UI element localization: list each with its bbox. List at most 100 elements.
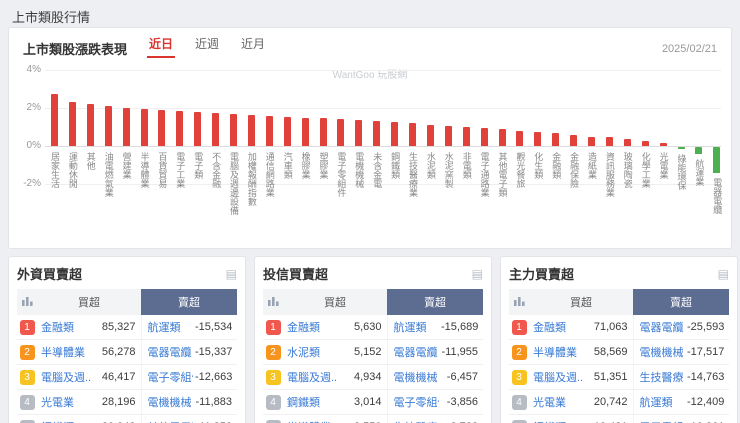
buy-sector-link[interactable]: 電腦及週.. (529, 364, 587, 390)
sector-bar[interactable] (373, 121, 381, 146)
sell-sector-link[interactable]: 電子零組件 (632, 414, 685, 423)
sector-bar[interactable] (283, 116, 291, 146)
sell-value: -11,955 (439, 339, 483, 365)
sector-bar[interactable] (247, 114, 255, 146)
sector-bar[interactable] (355, 120, 363, 146)
sell-value: -6,457 (439, 364, 483, 390)
buy-sector-link[interactable]: 半導體業 (529, 339, 587, 365)
sector-bar[interactable] (212, 112, 220, 146)
sector-bar[interactable] (516, 130, 524, 146)
sector-performance-chart: WantGoo 玩股網 4% 2% 0% -2% 居家生活 運動休閒 其他 油電燃氣業 營建業半… (15, 62, 725, 246)
sector-bar[interactable] (534, 131, 542, 146)
buy-sector-link[interactable]: 金融類 (529, 315, 587, 340)
sector-bar[interactable] (140, 108, 148, 146)
detail-icon[interactable]: ▤ (225, 266, 237, 281)
sector-bar[interactable] (391, 122, 399, 146)
buy-sector-link[interactable]: 鋼鐵類 (37, 414, 95, 423)
sell-sector-link[interactable]: 電器電纜 (140, 339, 193, 365)
table-row: 2 半導體業 58,569 電機機械 -17,517 (509, 339, 729, 365)
card-header: 上市類股漲跌表現 近日 近週 近月 2025/02/21 (9, 28, 731, 58)
detail-icon[interactable]: ▤ (471, 266, 483, 281)
rank-badge: 3 (17, 364, 37, 390)
sector-bar[interactable] (588, 136, 595, 146)
sell-sector-link[interactable]: 航運類 (632, 389, 685, 415)
buy-value: 71,063 (587, 315, 633, 340)
buy-sector-link[interactable]: 金融類 (283, 315, 341, 340)
sector-bar[interactable] (498, 128, 506, 146)
buy-sector-link[interactable]: 半導體業 (37, 339, 95, 365)
sector-bar[interactable] (641, 141, 649, 146)
sector-bar[interactable] (176, 110, 184, 146)
category-label: 橡膠業 (300, 152, 311, 179)
sector-bar[interactable] (462, 127, 470, 146)
sector-bar[interactable] (570, 134, 578, 146)
sector-bar[interactable] (552, 132, 560, 146)
sector-bar[interactable] (122, 108, 130, 146)
sell-sector-link[interactable]: 電機機械 (140, 389, 193, 415)
sector-bar[interactable] (695, 147, 703, 154)
sector-bar[interactable] (426, 125, 434, 146)
panel-title: 外資買賣超 (17, 267, 83, 282)
sell-sector-link[interactable]: 電器電纜 (632, 315, 685, 340)
sell-sector-link[interactable]: 電子零組件 (140, 364, 193, 390)
buy-sector-link[interactable]: 鋼鐵類 (283, 389, 341, 415)
sell-sector-link[interactable]: 電機機械 (632, 339, 685, 365)
category-label: 非電類 (461, 152, 472, 179)
sector-bar[interactable] (409, 123, 416, 146)
rank-badge: 2 (509, 339, 529, 365)
buy-sector-link[interactable]: 電腦及週.. (37, 364, 95, 390)
sector-bar[interactable] (51, 93, 58, 146)
sell-column-header: 賣超 (387, 289, 483, 315)
watermark: WantGoo 玩股網 (332, 70, 408, 81)
buy-sector-link[interactable]: 電腦及週.. (283, 364, 341, 390)
sector-bar[interactable] (68, 102, 76, 146)
sell-sector-link[interactable]: 航運類 (386, 315, 439, 340)
sell-value: -14,763 (685, 364, 729, 390)
sector-bar[interactable] (677, 147, 685, 149)
sell-sector-link[interactable]: 電機機械 (386, 364, 439, 390)
tab-recent-month[interactable]: 近月 (241, 37, 266, 51)
sell-sector-link[interactable]: 電器電纜 (386, 339, 439, 365)
sector-bar[interactable] (319, 118, 327, 146)
sell-sector-link[interactable]: 生技醫療 (386, 414, 439, 423)
sell-sector-link[interactable]: 生技醫療 (632, 364, 685, 390)
detail-icon[interactable]: ▤ (717, 266, 729, 281)
buy-sector-link[interactable]: 光電業 (529, 389, 587, 415)
sector-bar[interactable] (605, 137, 613, 146)
category-label: 半導體業 (139, 152, 150, 188)
sell-column-header: 賣超 (141, 289, 237, 315)
sector-bar[interactable] (659, 143, 667, 146)
category-label: 電子零組件 (336, 152, 347, 197)
tab-recent-week[interactable]: 近週 (195, 37, 220, 51)
table-row: 2 水泥類 5,152 電器電纜 -11,955 (263, 339, 483, 365)
table-row: 1 金融類 71,063 電器電纜 -25,593 (509, 315, 729, 340)
buy-sector-link[interactable]: 鋼鐵類 (529, 414, 587, 423)
category-label: 電器電纜 (712, 177, 723, 214)
sector-bar[interactable] (194, 111, 202, 146)
buy-value: 5,152 (341, 339, 387, 365)
buy-sector-link[interactable]: 金融類 (37, 315, 95, 340)
sector-bar[interactable] (623, 139, 631, 146)
sector-bar[interactable] (158, 109, 166, 146)
sector-bar[interactable] (337, 119, 345, 146)
sector-bar[interactable] (301, 117, 309, 146)
sector-bar[interactable] (86, 104, 94, 146)
sell-sector-link[interactable]: 電子零組件 (386, 389, 439, 415)
page-title: 上市類股行情 (12, 10, 91, 25)
buy-sector-link[interactable]: 半導體業 (283, 414, 341, 423)
tab-recent-day[interactable]: 近日 (147, 35, 176, 58)
sell-value: -15,689 (439, 315, 483, 340)
sector-bar[interactable] (230, 113, 237, 146)
buy-sector-link[interactable]: 光電業 (37, 389, 95, 415)
buy-value: 46,417 (95, 364, 141, 390)
sector-bar[interactable] (444, 126, 452, 146)
sell-value: -15,534 (193, 315, 237, 340)
rank-badge: 4 (509, 389, 529, 415)
buy-sector-link[interactable]: 水泥類 (283, 339, 341, 365)
sector-bar[interactable] (104, 106, 112, 146)
sector-bar[interactable] (265, 115, 273, 146)
sector-bar[interactable] (713, 147, 721, 173)
sector-bar[interactable] (480, 127, 488, 146)
sell-sector-link[interactable]: 其他電子類 (140, 414, 193, 423)
sell-sector-link[interactable]: 航運類 (140, 315, 193, 340)
